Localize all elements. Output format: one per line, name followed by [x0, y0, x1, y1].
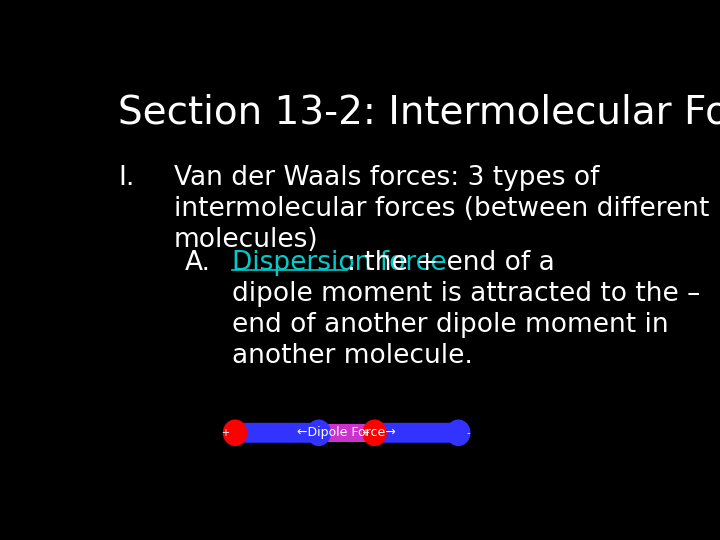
FancyBboxPatch shape [373, 423, 460, 443]
Text: +: + [361, 428, 369, 438]
Ellipse shape [362, 420, 387, 446]
FancyBboxPatch shape [233, 423, 320, 443]
Text: ←Dipole Force→: ←Dipole Force→ [297, 426, 396, 439]
Text: I.: I. [118, 165, 134, 191]
Text: Dispersion force: Dispersion force [233, 250, 447, 276]
Text: +: + [221, 428, 229, 438]
Text: Section 13-2: Intermolecular Forces: Section 13-2: Intermolecular Forces [118, 94, 720, 132]
Text: Van der Waals forces: 3 types of: Van der Waals forces: 3 types of [174, 165, 599, 191]
Text: A.: A. [185, 250, 211, 276]
Text: : the + end of a: : the + end of a [347, 250, 554, 276]
Text: end of another dipole moment in: end of another dipole moment in [233, 312, 669, 338]
Ellipse shape [222, 420, 248, 446]
Ellipse shape [307, 420, 331, 446]
Text: another molecule.: another molecule. [233, 343, 473, 369]
Bar [319, 424, 374, 442]
Text: -: - [467, 428, 470, 438]
Text: molecules): molecules) [174, 227, 318, 253]
Ellipse shape [446, 420, 471, 446]
Text: intermolecular forces (between different: intermolecular forces (between different [174, 196, 709, 222]
Text: dipole moment is attracted to the –: dipole moment is attracted to the – [233, 281, 701, 307]
